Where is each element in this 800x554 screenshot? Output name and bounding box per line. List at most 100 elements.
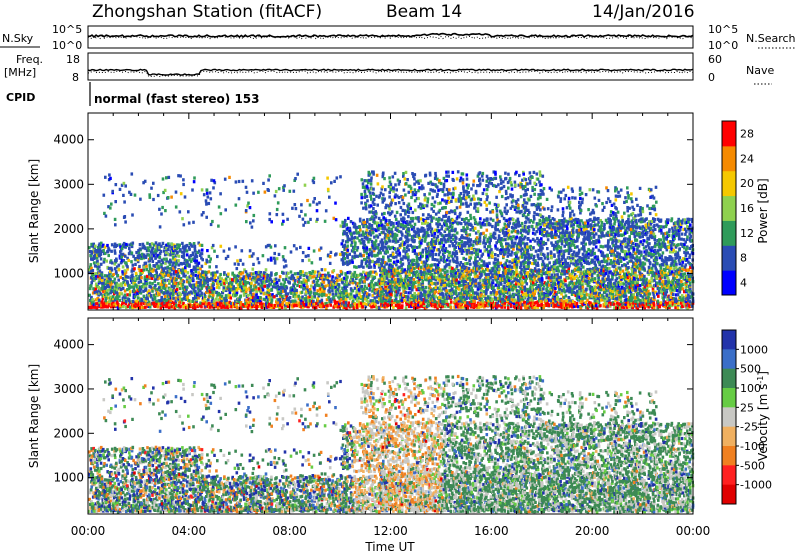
scatter-cell xyxy=(112,280,115,284)
scatter-cell xyxy=(616,301,619,305)
scatter-cell xyxy=(438,303,441,307)
scatter-cell xyxy=(340,304,343,308)
scatter-cell xyxy=(564,300,568,304)
scatter-cell xyxy=(214,273,217,277)
scatter-cell xyxy=(295,304,299,308)
scatter-cell xyxy=(334,301,338,305)
scatter-cell xyxy=(431,282,434,286)
nave-tick-bottom: 0 xyxy=(708,71,715,84)
scatter-cell xyxy=(113,249,117,253)
scatter-cell xyxy=(301,300,305,304)
scatter-cell xyxy=(336,278,339,282)
scatter-cell xyxy=(240,306,243,310)
scatter-cell xyxy=(113,286,117,290)
scatter-cell xyxy=(510,304,513,308)
scatter-cell xyxy=(479,278,482,283)
scatter-cell xyxy=(438,268,442,272)
scatter-cell xyxy=(361,275,364,279)
scatter-cell xyxy=(143,275,147,279)
scatter-cell xyxy=(106,274,110,278)
scatter-cell xyxy=(91,291,95,295)
scatter-cell xyxy=(219,300,223,304)
scatter-cell xyxy=(256,304,259,308)
scatter-cell xyxy=(482,301,485,305)
scatter-cell xyxy=(523,303,527,308)
scatter-cell xyxy=(554,286,557,291)
scatter-cell xyxy=(132,276,135,280)
scatter-cell xyxy=(274,304,277,308)
scatter-cell xyxy=(550,276,553,280)
scatter-cell xyxy=(299,275,302,279)
scatter-cell xyxy=(185,276,189,280)
scatter-cell xyxy=(90,295,93,299)
scatter-cell xyxy=(118,298,122,302)
scatter-cell xyxy=(585,287,588,291)
scatter-cell xyxy=(353,270,357,275)
scatter-cell xyxy=(114,303,118,307)
scatter-cell xyxy=(430,304,434,308)
scatter-cell xyxy=(266,301,269,305)
scatter-cell xyxy=(307,301,311,305)
scatter-cell xyxy=(177,259,180,263)
scatter-cell xyxy=(542,287,545,291)
scatter-cell xyxy=(307,305,310,309)
scatter-cell xyxy=(157,302,161,306)
scatter-cell xyxy=(452,301,456,305)
scatter-cell xyxy=(412,277,416,282)
scatter-cell xyxy=(565,289,569,293)
scatter-cell xyxy=(517,290,521,294)
scatter-cell xyxy=(477,302,481,306)
scatter-cell xyxy=(270,288,273,292)
freq-label: Freq. xyxy=(16,53,43,66)
scatter-cell xyxy=(191,277,195,281)
scatter-cell xyxy=(279,282,283,286)
scatter-cell xyxy=(599,288,602,292)
scatter-cell xyxy=(308,303,312,307)
scatter-cell xyxy=(519,287,522,291)
scatter-cell xyxy=(638,299,642,303)
scatter-cell xyxy=(637,304,640,308)
scatter-cell xyxy=(688,300,692,304)
scatter-cell xyxy=(353,302,356,306)
scatter-cell xyxy=(548,272,551,277)
scatter-cell xyxy=(175,287,179,291)
scatter-cell xyxy=(465,296,468,300)
scatter-cell xyxy=(112,272,115,277)
scatter-cell xyxy=(141,270,144,274)
scatter-cell xyxy=(691,304,694,308)
scatter-cell xyxy=(125,242,128,247)
scatter-cell xyxy=(534,296,537,300)
scatter-cell xyxy=(270,305,274,309)
scatter-cell xyxy=(137,280,141,284)
scatter-cell xyxy=(309,290,313,294)
scatter-cell xyxy=(369,270,373,274)
scatter-cell xyxy=(337,283,341,287)
scatter-cell xyxy=(94,287,98,291)
scatter-cell xyxy=(116,292,120,296)
scatter-cell xyxy=(140,300,143,305)
scatter-cell xyxy=(643,267,646,271)
scatter-cell xyxy=(162,257,166,261)
scatter-cell xyxy=(131,241,135,245)
scatter-cell xyxy=(347,303,350,308)
scatter-cell xyxy=(345,306,348,310)
scatter-cell xyxy=(632,293,636,297)
scatter-cell xyxy=(147,293,150,297)
scatter-cell xyxy=(104,296,108,300)
scatter-cell xyxy=(446,269,449,273)
scatter-cell xyxy=(613,306,616,310)
scatter-cell xyxy=(464,301,467,305)
scatter-cell xyxy=(279,300,282,304)
scatter-cell xyxy=(300,290,304,294)
scatter-cell xyxy=(273,295,276,299)
freq-line xyxy=(87,68,694,76)
scatter-cell xyxy=(148,263,151,267)
scatter-cell xyxy=(300,305,303,309)
scatter-cell xyxy=(579,267,583,271)
scatter-cell xyxy=(540,303,544,307)
scatter-cell xyxy=(382,303,386,307)
scatter-cell xyxy=(123,269,127,273)
scatter-cell xyxy=(648,279,651,283)
scatter-cell xyxy=(151,246,155,250)
scatter-cell xyxy=(134,301,137,305)
